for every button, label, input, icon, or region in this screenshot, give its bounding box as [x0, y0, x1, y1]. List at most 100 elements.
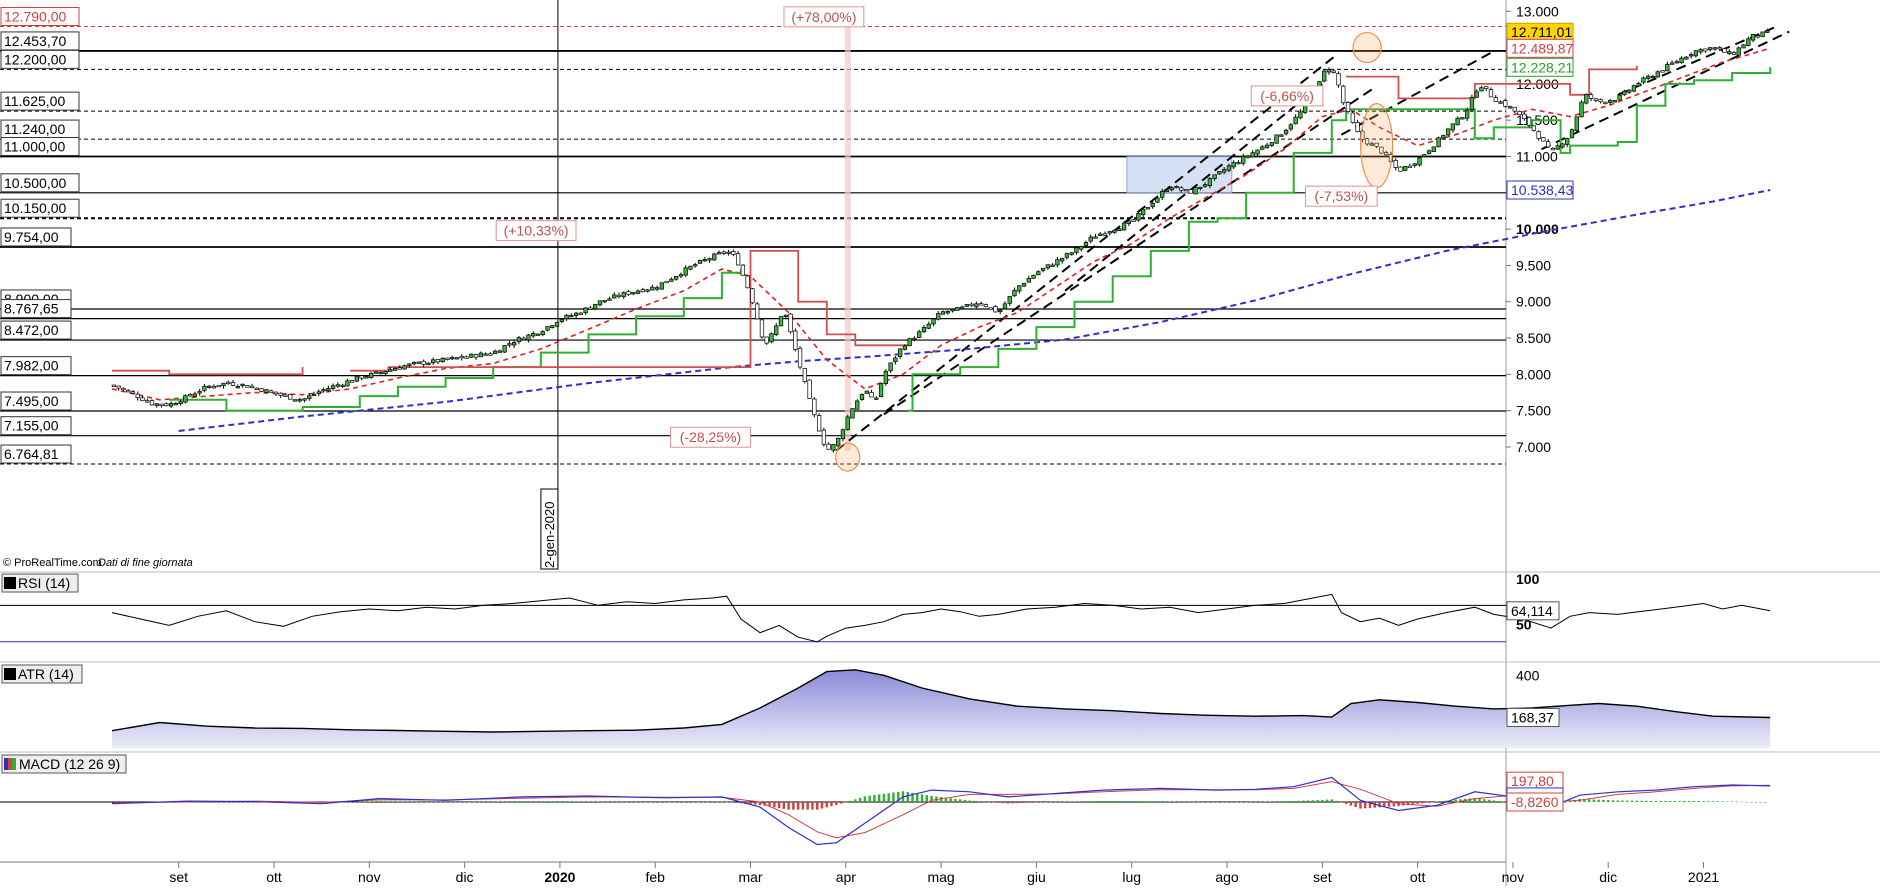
macd-histogram-bar [1049, 801, 1052, 803]
macd-histogram-bar [596, 801, 600, 803]
trend-channel-line [1340, 50, 1495, 136]
macd-histogram-bar [496, 801, 500, 803]
candle-body [735, 253, 741, 266]
month-label: mar [738, 869, 762, 885]
candle-body [1140, 209, 1146, 216]
candle-body [1722, 48, 1727, 53]
macd-histogram-bar [692, 802, 695, 803]
candle-body [1102, 233, 1108, 236]
macd-histogram-bar [1359, 802, 1362, 809]
candle-body [1536, 131, 1541, 139]
candle-body [1660, 70, 1665, 73]
macd-histogram-bar [1306, 800, 1310, 802]
macd-histogram-bar [553, 801, 557, 802]
candle-body [1607, 100, 1613, 103]
macd-histogram-bar [520, 801, 523, 802]
macd-histogram-bar [344, 802, 347, 803]
macd-value-tag [1506, 792, 1564, 812]
macd-histogram-bar [844, 802, 848, 803]
candle-body [126, 390, 131, 393]
candle-body [1698, 49, 1703, 53]
macd-histogram-bar [1602, 799, 1605, 802]
macd-histogram-bar [1059, 801, 1062, 803]
macd-histogram-bar [1497, 801, 1500, 802]
candle-body [1350, 112, 1355, 123]
macd-histogram-bar [1621, 800, 1624, 802]
candle-body [578, 312, 584, 315]
candle-body [1555, 145, 1560, 150]
candle-body [545, 326, 550, 331]
macd-histogram-bar [1054, 801, 1057, 803]
candle-body [1765, 30, 1770, 33]
candle-body [1174, 186, 1179, 189]
macd-histogram-bar [668, 802, 671, 803]
candle-body [416, 361, 422, 364]
rsi-swatch [4, 577, 16, 589]
candle-body [269, 390, 274, 393]
macd-histogram-bar [229, 801, 233, 803]
candle-body [1665, 64, 1670, 72]
candle-body [1384, 152, 1389, 156]
candle-body [726, 251, 731, 254]
candle-body [1283, 129, 1289, 135]
price-tick-label: 9.500 [1516, 257, 1551, 273]
candle-body [1750, 34, 1756, 41]
candle-body [335, 384, 341, 387]
candle-body [897, 348, 903, 357]
candle-body [788, 313, 793, 333]
candle-body [187, 394, 193, 397]
candle-body [1627, 89, 1632, 93]
candle-body [159, 403, 164, 406]
macd-histogram-bar [358, 801, 361, 803]
candle-body [750, 288, 755, 304]
macd-histogram-bar [439, 802, 442, 803]
macd-histogram-bar [1268, 801, 1272, 802]
atr-panel: ATR (14) 400 168,37 [1, 664, 1771, 748]
candle-body [569, 315, 574, 318]
macd-histogram-bar [611, 801, 614, 803]
candle-body [1574, 116, 1579, 131]
candle-body [1493, 97, 1498, 102]
macd-histogram-bar [1754, 802, 1758, 803]
macd-histogram-bar [420, 801, 423, 803]
level-label: 9.754,00 [4, 229, 59, 245]
candle-body [178, 401, 183, 404]
candle-body [797, 347, 803, 368]
candle-body [1336, 73, 1341, 86]
trailing-stop-red [112, 367, 304, 376]
candle-body [1369, 143, 1375, 146]
candle-body [202, 385, 207, 391]
macd-histogram-bar [248, 802, 252, 803]
macd-histogram-bar [477, 801, 481, 803]
macd-histogram-bar [1192, 801, 1195, 803]
candle-body [492, 350, 498, 354]
macd-histogram-bar [1478, 798, 1481, 802]
macd-histogram-bar [725, 802, 728, 803]
macd-histogram-bar [1073, 801, 1076, 802]
rsi-line [111, 593, 1771, 643]
macd-histogram-bar [1640, 800, 1643, 802]
candle-body [1017, 285, 1022, 292]
macd-histogram-bar [1101, 800, 1105, 802]
macd-histogram-bar [739, 802, 743, 804]
annotation-label: (-6,66%) [1260, 88, 1314, 104]
candle-body [845, 416, 850, 431]
macd-histogram-bar [1197, 801, 1200, 803]
macd-histogram-bar [939, 797, 943, 802]
candle-body [1188, 189, 1193, 194]
source-credit: © ProRealTime.com [3, 557, 102, 569]
price-tick-label: 8.500 [1516, 330, 1551, 346]
macd-histogram-bar [1249, 801, 1253, 803]
level-label: 12.200,00 [4, 51, 66, 67]
macd-histogram-bar [1087, 801, 1091, 802]
candle-body [326, 387, 331, 392]
macd-histogram-bar [1630, 800, 1634, 802]
macd-histogram-bar [849, 800, 852, 802]
candle-body [1422, 154, 1427, 158]
macd-histogram-bar [1383, 802, 1386, 808]
macd-histogram-bar [1025, 802, 1029, 803]
level-label: 8.767,65 [4, 301, 59, 317]
macd-histogram-bar [1316, 800, 1319, 802]
annotation-box [670, 426, 751, 448]
macd-histogram-bar [1106, 801, 1110, 802]
